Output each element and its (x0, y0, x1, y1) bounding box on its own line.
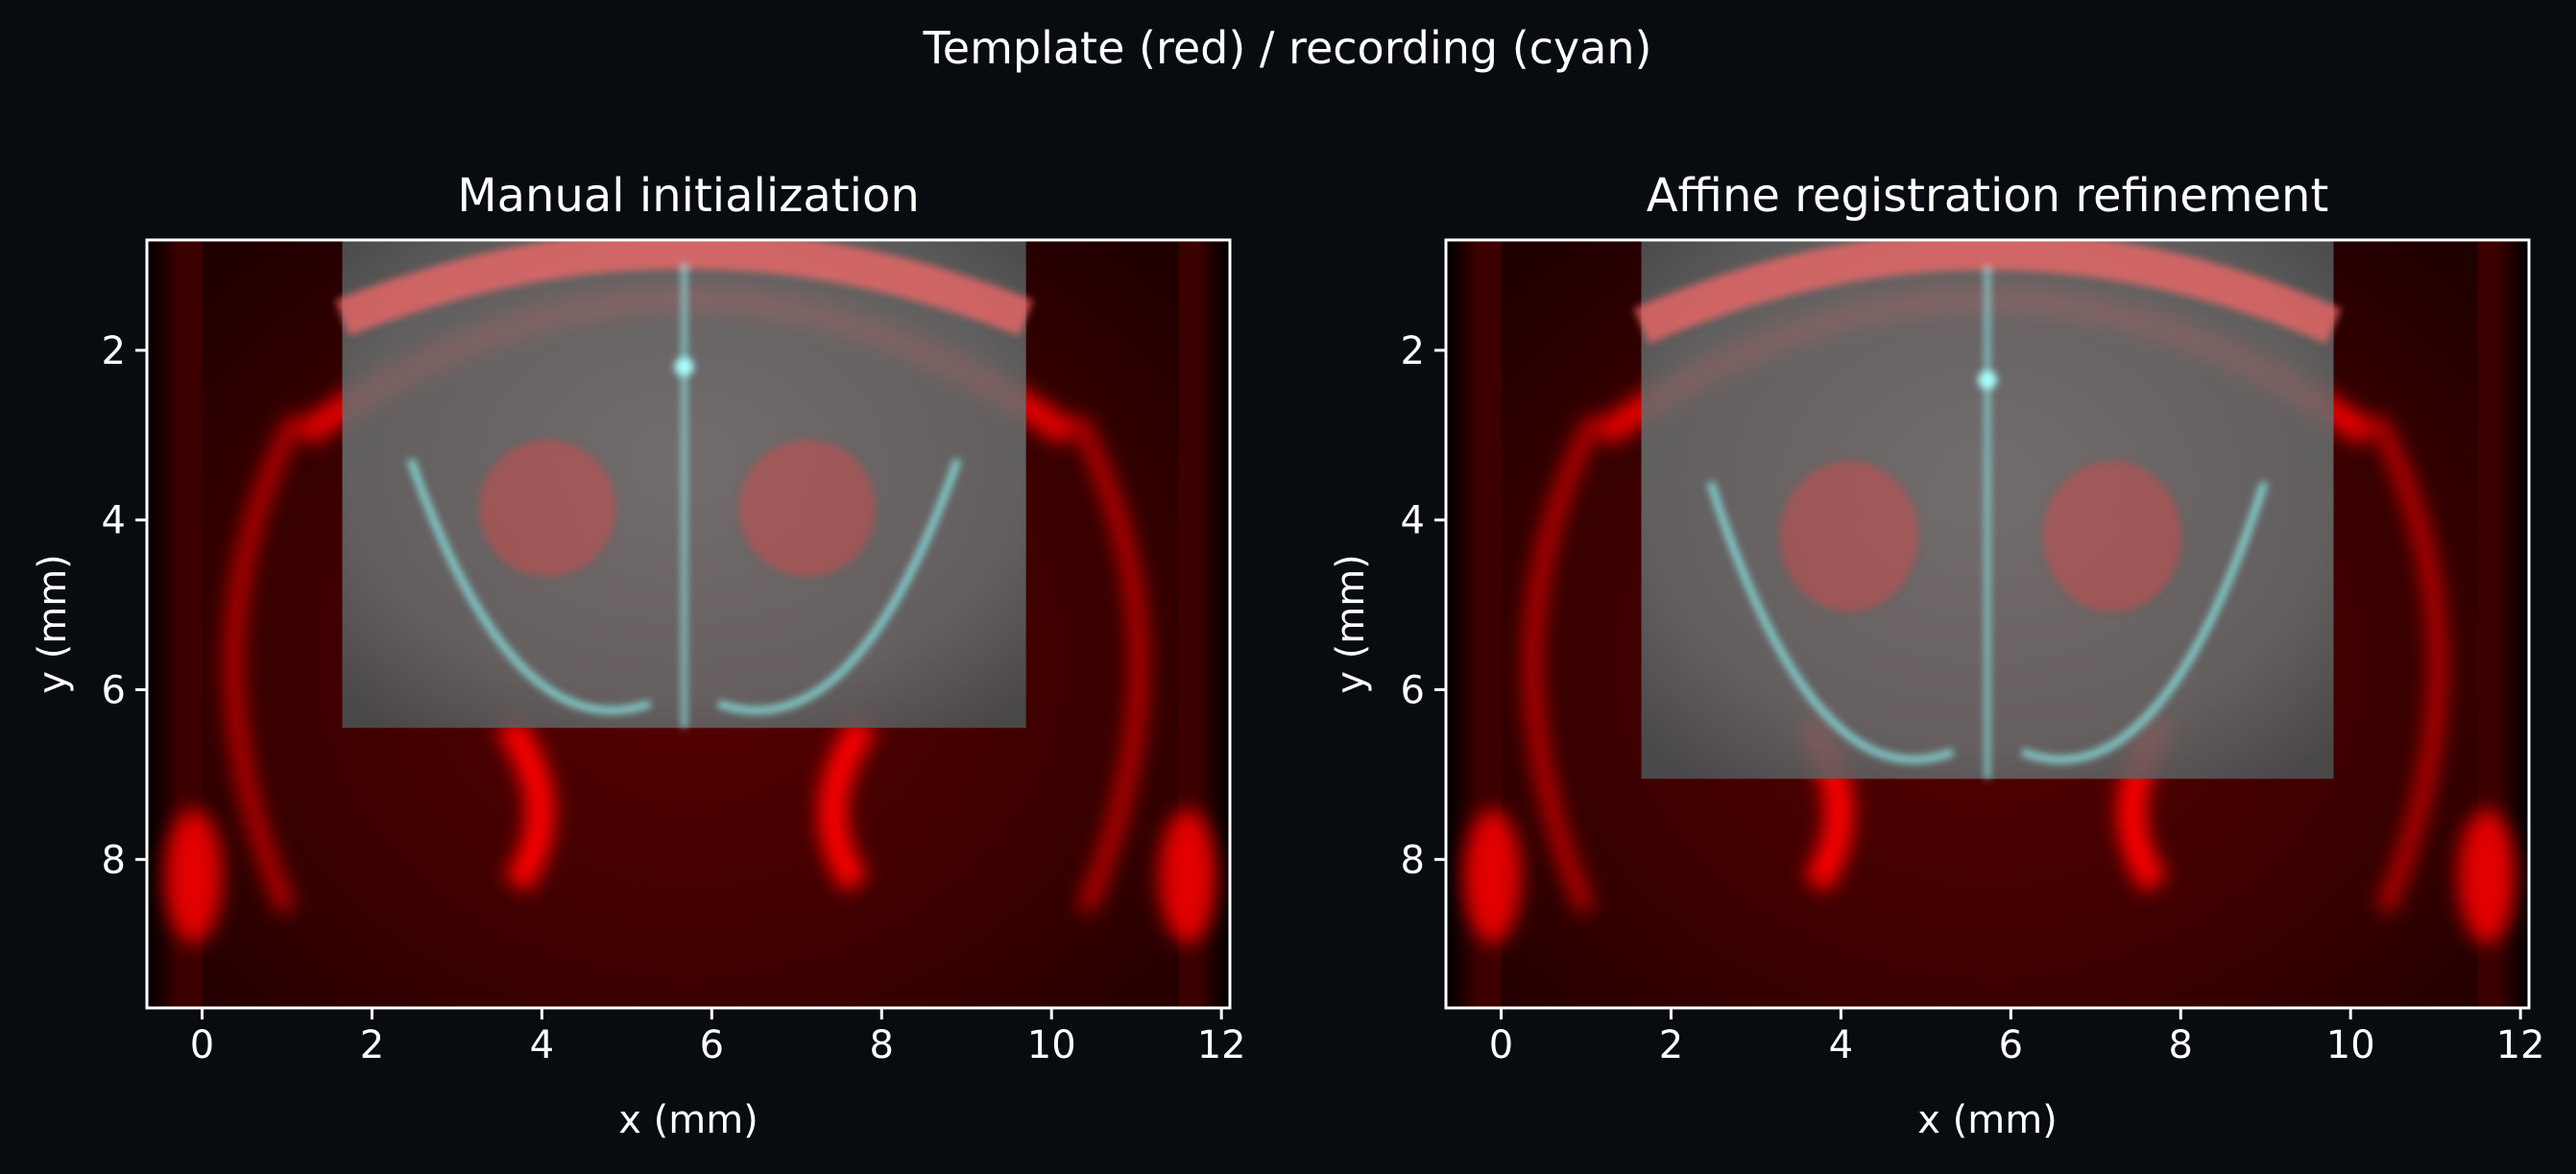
x-tick-label: 8 (2169, 1023, 2193, 1067)
y-axis-label: y (mm) (31, 554, 75, 694)
recording-layer (1633, 240, 2342, 779)
x-tick-label: 2 (1659, 1023, 1683, 1067)
axes-frame (145, 238, 1232, 1010)
panel-title: Manual initialization (457, 169, 920, 223)
plot-content (1446, 240, 2529, 1008)
y-tick-label: 6 (102, 669, 126, 713)
x-tick-label: 10 (2326, 1023, 2375, 1067)
y-tick-label: 2 (102, 329, 126, 373)
plot-content (147, 240, 1230, 1008)
y-tick-label: 8 (102, 838, 126, 882)
y-tick-label: 8 (1401, 838, 1425, 882)
y-tick-label: 4 (102, 499, 126, 543)
recording-layer (335, 240, 1034, 729)
plot-area (147, 240, 1230, 1008)
x-tick-label: 4 (530, 1023, 554, 1067)
x-tick-label: 4 (1829, 1023, 1853, 1067)
x-tick-label: 2 (360, 1023, 384, 1067)
x-tick-label: 8 (870, 1023, 894, 1067)
x-axis-label: x (mm) (1917, 1098, 2058, 1142)
plot-area (1446, 240, 2529, 1008)
y-tick-label: 6 (1401, 669, 1425, 713)
axis-ticks: 0 2 4 6 8 10 12 2 4 6 8 (102, 329, 1246, 1067)
x-tick-label: 0 (190, 1023, 214, 1067)
x-tick-label: 6 (1999, 1023, 2023, 1067)
y-axis-label: y (mm) (1329, 554, 1373, 694)
x-tick-label: 12 (2496, 1023, 2545, 1067)
panel-title: Affine registration refinement (1647, 169, 2329, 223)
panel-manual: Manual initialization 0 2 4 6 8 10 12 2 4 6 8 x (m… (31, 169, 1246, 1142)
x-tick-label: 10 (1027, 1023, 1076, 1067)
figure-suptitle: Template (red) / recording (cyan) (923, 22, 1652, 74)
x-axis-label: x (mm) (618, 1098, 758, 1142)
axis-ticks: 0 2 4 6 8 10 12 2 4 6 8 (1401, 329, 2545, 1067)
y-tick-label: 4 (1401, 499, 1425, 543)
y-tick-label: 2 (1401, 329, 1425, 373)
x-tick-label: 0 (1489, 1023, 1513, 1067)
x-tick-label: 12 (1197, 1023, 1246, 1067)
axes-frame (1444, 238, 2531, 1010)
panel-affine: Affine registration refinement 0 2 4 6 8 10 12… (1329, 169, 2545, 1142)
x-tick-label: 6 (700, 1023, 724, 1067)
